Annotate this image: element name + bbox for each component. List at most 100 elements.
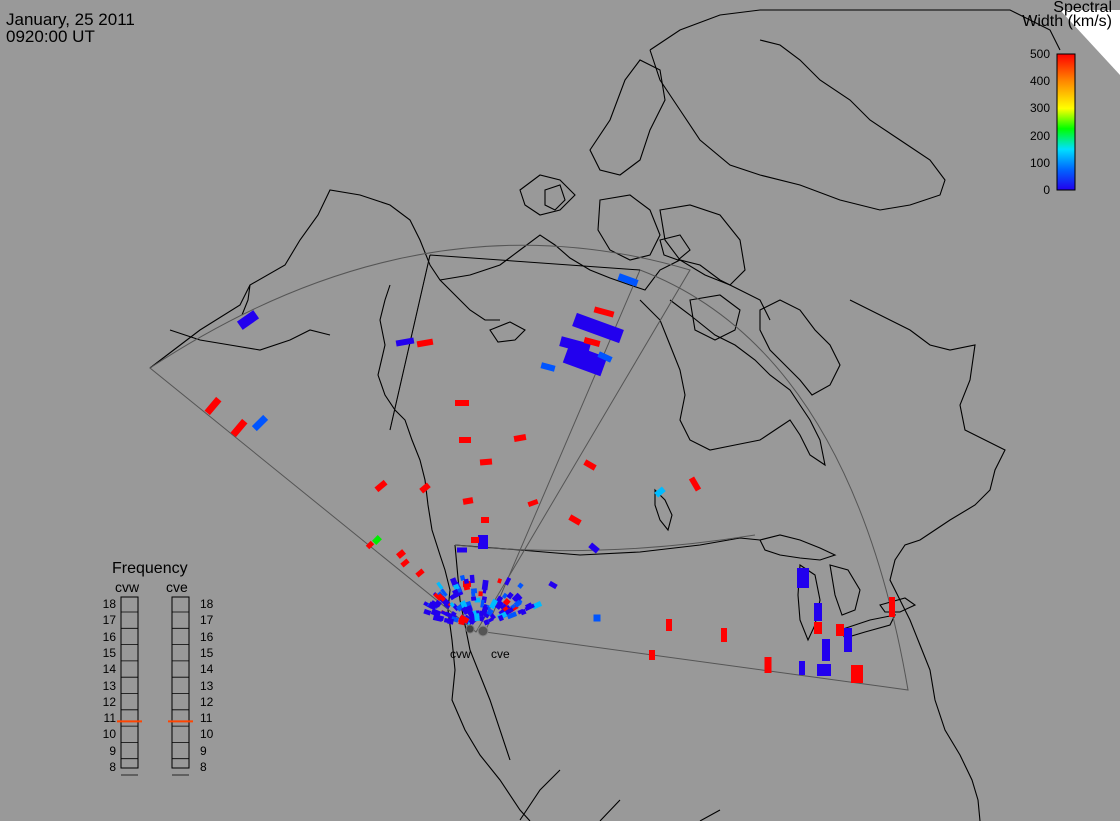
cve-frequency-label: cve [166, 579, 188, 595]
radar-echo-cell [395, 337, 415, 347]
cvw-frequency-label: cvw [115, 579, 140, 595]
radar-echo-cell [463, 578, 470, 585]
cve-fov-outline [484, 269, 909, 691]
cve-site-label: cve [491, 647, 510, 661]
radar-echo-cell [423, 608, 432, 616]
lake-superior [759, 534, 837, 561]
radar-echo-cell [440, 588, 448, 597]
radar-echo-cell [470, 596, 477, 601]
radar-echo-cell [497, 614, 504, 622]
radar-echo-cell [458, 614, 470, 624]
arctic-island-2 [589, 59, 666, 176]
colorbar-tick-label: 200 [1029, 128, 1050, 143]
cvw-site-marker [465, 624, 475, 634]
cvw-frequency-bar [120, 596, 139, 769]
baffin-island [759, 299, 841, 396]
arctic-island-1 [519, 174, 576, 216]
cve-frequency-tick-label: 10 [200, 727, 214, 742]
radar-echo-cell [593, 306, 615, 318]
radar-echo-cell [372, 535, 382, 545]
radar-echoes [204, 273, 895, 683]
radar-echo-cell [455, 604, 464, 612]
unmapped-corner [1060, 10, 1120, 75]
radar-echo-cell [497, 578, 503, 584]
radar-echo-cell [462, 497, 474, 505]
radar-echo-cell [494, 600, 504, 610]
frequency-title: Frequency [112, 560, 188, 577]
colorbar-tick-label: 0 [1043, 183, 1050, 197]
radar-echo-cell [583, 337, 601, 347]
radar-echo-cell [513, 599, 522, 608]
cve-frequency-tick-label: 18 [200, 597, 214, 611]
radar-echo-cell [440, 610, 450, 617]
radar-echo-cell [531, 600, 543, 610]
radar-echo-cell [814, 603, 822, 621]
cvw-frequency-tick-label: 17 [102, 613, 116, 628]
radar-echo-cell [548, 580, 558, 590]
arctic-island-5 [689, 294, 741, 341]
cve-frequency-tick-label: 11 [200, 711, 213, 726]
radar-echo-cell [511, 592, 521, 602]
arctic-coast [439, 234, 771, 321]
radar-echo-cell [459, 437, 471, 443]
radar-echo-cell [503, 607, 514, 616]
cvw-frequency-tick-label: 15 [102, 645, 116, 660]
radar-echo-cell [481, 517, 489, 523]
radar-echo-cell [204, 396, 222, 416]
cve-frequency-tick-label: 12 [200, 694, 214, 709]
hudson-bay [639, 299, 826, 467]
radar-echo-cell [562, 343, 608, 377]
radar-echo-cell [457, 547, 467, 553]
radar-echo-cell [469, 574, 475, 584]
spectral-width-colorbar [1056, 53, 1076, 191]
date-label: January, 25 2011 [6, 10, 135, 29]
radar-echo-cell [251, 414, 269, 432]
cve-frequency-tick-label: 9 [200, 743, 207, 758]
radar-echo-cell [400, 558, 410, 568]
radar-echo-cell [236, 310, 260, 330]
colorbar-tick-label: 400 [1029, 74, 1050, 89]
lake-ontario [879, 597, 917, 613]
labrador-coast [849, 299, 1006, 821]
radar-echo-cell [836, 624, 844, 636]
radar-echo-cell [455, 400, 469, 406]
radar-echo-cell [797, 568, 809, 588]
radar-echo-cell [617, 273, 639, 287]
cvw-frequency-tick-label: 16 [102, 629, 116, 644]
radar-echo-cell [481, 579, 489, 591]
lake-winnipeg [654, 488, 673, 532]
radar-echo-cell [480, 599, 485, 608]
radar-echo-cell [593, 614, 601, 622]
lake-huron [829, 564, 861, 616]
cve-frequency-bar [171, 596, 190, 769]
cvw-frequency-tick-label: 13 [102, 678, 116, 693]
radar-echo-cell [889, 597, 895, 617]
cvw-fov-outline [149, 244, 691, 633]
radar-echo-cell [799, 661, 805, 675]
radar-echo-cell [817, 664, 831, 676]
radar-echo-cell [851, 665, 863, 683]
radar-echo-cell [504, 577, 512, 586]
cvw-frequency-tick-label: 14 [102, 662, 116, 677]
radar-echo-cell [524, 603, 535, 612]
radar-echo-cell [396, 549, 406, 559]
radar-echo-cell [721, 628, 727, 642]
radar-echo-cell [459, 574, 466, 581]
radar-echo-cell [649, 650, 655, 660]
radar-echo-cell [506, 591, 514, 600]
radar-echo-cell [450, 610, 457, 617]
radar-echo-cell [436, 581, 444, 590]
colorbar-title-line2: Width (km/s) [1022, 13, 1112, 30]
radar-echo-cell [559, 336, 591, 354]
radar-echo-cell [583, 459, 597, 471]
colorbar-tick-label: 100 [1029, 155, 1050, 170]
radar-echo-cell [427, 601, 438, 611]
radar-echo-cell [433, 592, 442, 601]
radar-echo-cell [764, 657, 772, 673]
radar-echo-cell [814, 622, 822, 634]
radar-echo-cell [461, 606, 469, 616]
radar-echo-cell [540, 362, 556, 372]
cve-site-marker [477, 625, 489, 637]
radar-echo-cell [452, 588, 461, 598]
radar-echo-cell [502, 598, 511, 606]
